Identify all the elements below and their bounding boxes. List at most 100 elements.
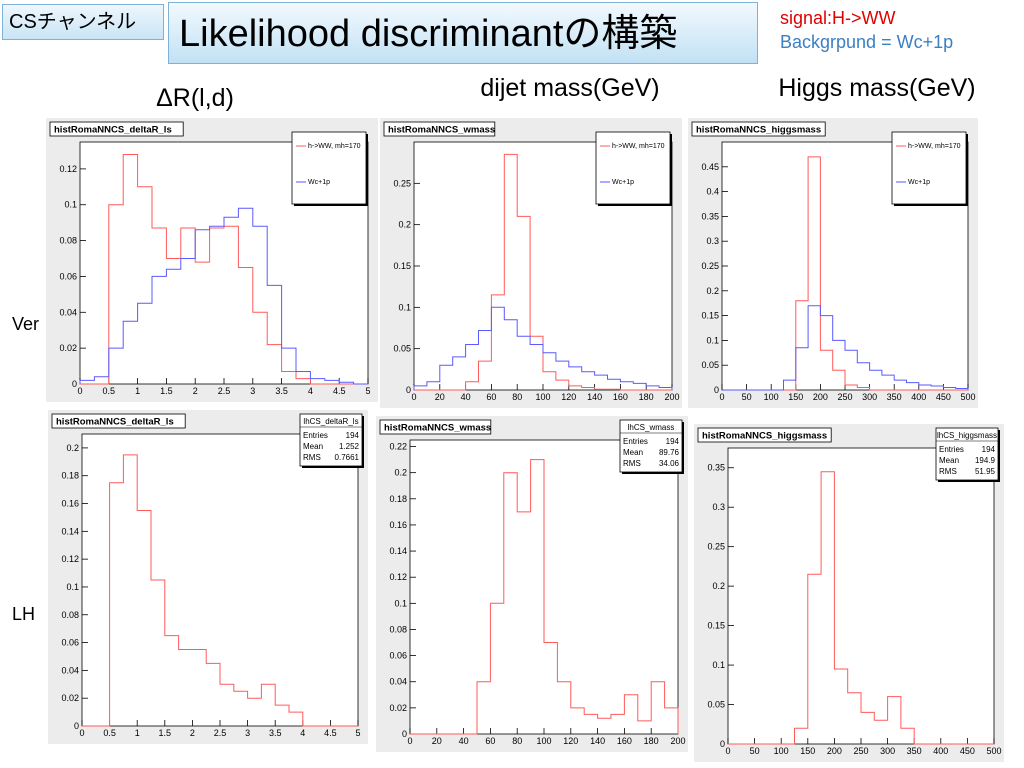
histogram-panel-ver-higgs: histRomaNNCS_higgsmass 0 50 100 150 200 250 300… <box>688 118 978 408</box>
hist-name: histRomaNNCS_higgsmass <box>702 431 827 442</box>
x-tick-label: 4 <box>308 386 313 396</box>
y-tick-label: 0.3 <box>706 236 719 246</box>
x-tick-label: 1.5 <box>159 728 172 738</box>
histogram-panel-lh-dijet: histRomaNNCS_wmass 0 20 40 60 80 100 120 140 160 1… <box>376 416 688 752</box>
y-tick-label: 0.1 <box>394 598 407 608</box>
stats-title: lhCS_wmass <box>628 423 675 432</box>
x-tick-label: 5 <box>355 728 360 738</box>
histogram-series-signal <box>728 471 994 745</box>
x-tick-label: 250 <box>837 392 852 402</box>
hist-name-box <box>379 419 492 435</box>
x-tick-label: 0 <box>407 736 412 746</box>
x-tick-label: 2 <box>193 386 198 396</box>
y-tick-label: 0.35 <box>701 211 719 221</box>
y-tick-label: 0.08 <box>61 610 79 620</box>
y-tick-label: 0.1 <box>64 200 77 210</box>
y-tick-label: 0.16 <box>389 520 407 530</box>
x-tick-label: 0.5 <box>103 386 116 396</box>
x-tick-label: 100 <box>774 746 789 756</box>
legend-box <box>891 131 967 205</box>
column-heading-dijet: dijet mass(GeV) <box>480 74 660 102</box>
histogram-panel-lh-higgs: histRomaNNCS_higgsmass 0 50 100 150 200 250 300… <box>694 424 1004 762</box>
stats-value: 194 <box>982 445 996 454</box>
column-heading-higgs: Higgs mass(GeV) <box>778 74 976 102</box>
legend-entry: Wc+1p <box>308 179 330 186</box>
x-tick-label: 500 <box>986 746 1001 756</box>
y-tick-label: 0.08 <box>59 236 77 246</box>
x-tick-label: 100 <box>535 392 550 402</box>
histogram-series-background <box>413 306 673 390</box>
x-tick-label: 400 <box>911 392 926 402</box>
y-tick-label: 0.15 <box>393 261 411 271</box>
histogram-panel-ver-deltaR: histRomaNNCS_deltaR_ls 0 0.5 1 1.5 2 2.5 3 3.5 4 4… <box>46 118 378 402</box>
stats-value: 0.7661 <box>335 453 360 462</box>
y-tick-label: 0 <box>406 385 411 395</box>
y-tick-label: 0.02 <box>61 693 79 703</box>
x-tick-label: 300 <box>880 746 895 756</box>
x-tick-label: 100 <box>764 392 779 402</box>
stats-label: Entries <box>939 445 964 454</box>
stats-box <box>299 413 363 467</box>
x-tick-label: 0 <box>411 392 416 402</box>
histogram-series-signal <box>82 454 358 727</box>
y-tick-label: 0.1 <box>706 335 719 345</box>
y-tick-label: 0.08 <box>389 624 407 634</box>
hist-name-box <box>49 121 184 137</box>
y-tick-label: 0.05 <box>707 700 725 710</box>
x-tick-label: 120 <box>561 392 576 402</box>
stats-label: Entries <box>303 431 328 440</box>
stats-value: 194.9 <box>975 456 996 465</box>
hist-name-box <box>51 413 186 429</box>
stats-value: 34.06 <box>659 459 680 468</box>
x-tick-label: 3 <box>245 728 250 738</box>
histogram-svg: histRomaNNCS_deltaR_ls 0 0.5 1 1.5 2 2.5 3 3.5 4 4… <box>51 413 364 738</box>
y-tick-label: 0.25 <box>707 542 725 552</box>
y-tick-label: 0.1 <box>712 660 725 670</box>
x-tick-label: 3.5 <box>275 386 288 396</box>
stats-value: 89.76 <box>659 448 680 457</box>
y-tick-label: 0.14 <box>389 546 407 556</box>
y-tick-label: 0.02 <box>59 343 77 353</box>
y-tick-label: 0.45 <box>701 162 719 172</box>
x-tick-label: 140 <box>590 736 605 746</box>
y-tick-label: 0.15 <box>707 621 725 631</box>
histogram-panel-lh-deltaR: histRomaNNCS_deltaR_ls 0 0.5 1 1.5 2 2.5 3 3.5 4 4… <box>48 410 368 744</box>
x-tick-label: 160 <box>617 736 632 746</box>
y-tick-label: 0.12 <box>61 554 79 564</box>
histogram-series-signal <box>414 153 672 391</box>
x-tick-label: 3 <box>250 386 255 396</box>
stats-label: Mean <box>303 442 323 451</box>
histogram-svg: histRomaNNCS_wmass 0 20 40 60 80 100 120 140 160 1… <box>383 121 680 402</box>
x-tick-label: 350 <box>907 746 922 756</box>
x-tick-label: 400 <box>933 746 948 756</box>
y-tick-label: 0 <box>402 729 407 739</box>
stats-label: Mean <box>939 456 959 465</box>
y-tick-label: 0.1 <box>398 302 411 312</box>
histogram-svg: histRomaNNCS_deltaR_ls 0 0.5 1 1.5 2 2.5 3 3.5 4 4… <box>49 121 371 396</box>
hist-name-box <box>691 121 826 137</box>
hist-name: histRomaNNCS_deltaR_ls <box>54 125 172 136</box>
y-tick-label: 0 <box>714 385 719 395</box>
y-tick-label: 0.14 <box>61 526 79 536</box>
legend-box <box>291 131 367 205</box>
row-label-lh: LH <box>12 604 36 624</box>
x-tick-label: 4.5 <box>333 386 346 396</box>
x-tick-label: 0 <box>79 728 84 738</box>
x-tick-label: 0 <box>725 746 730 756</box>
slide-title: Likelihood discriminantの構築 <box>168 2 758 64</box>
section-tag: CSチャンネル <box>2 4 164 40</box>
x-tick-label: 200 <box>670 736 685 746</box>
y-tick-label: 0.25 <box>701 261 719 271</box>
x-tick-label: 0 <box>77 386 82 396</box>
histogram-panel-ver-dijet: histRomaNNCS_wmass 0 20 40 60 80 100 120 140 160 1… <box>380 118 682 408</box>
x-tick-label: 200 <box>827 746 842 756</box>
x-tick-label: 4.5 <box>324 728 337 738</box>
x-tick-label: 2.5 <box>218 386 231 396</box>
signal-note: signal:H->WW <box>780 8 896 28</box>
legend-box <box>595 131 671 205</box>
y-tick-label: 0.05 <box>393 344 411 354</box>
stats-label: RMS <box>939 467 957 476</box>
y-tick-label: 0.2 <box>398 220 411 230</box>
x-tick-label: 180 <box>639 392 654 402</box>
legend-entry: h->WW, mh=170 <box>308 143 361 150</box>
